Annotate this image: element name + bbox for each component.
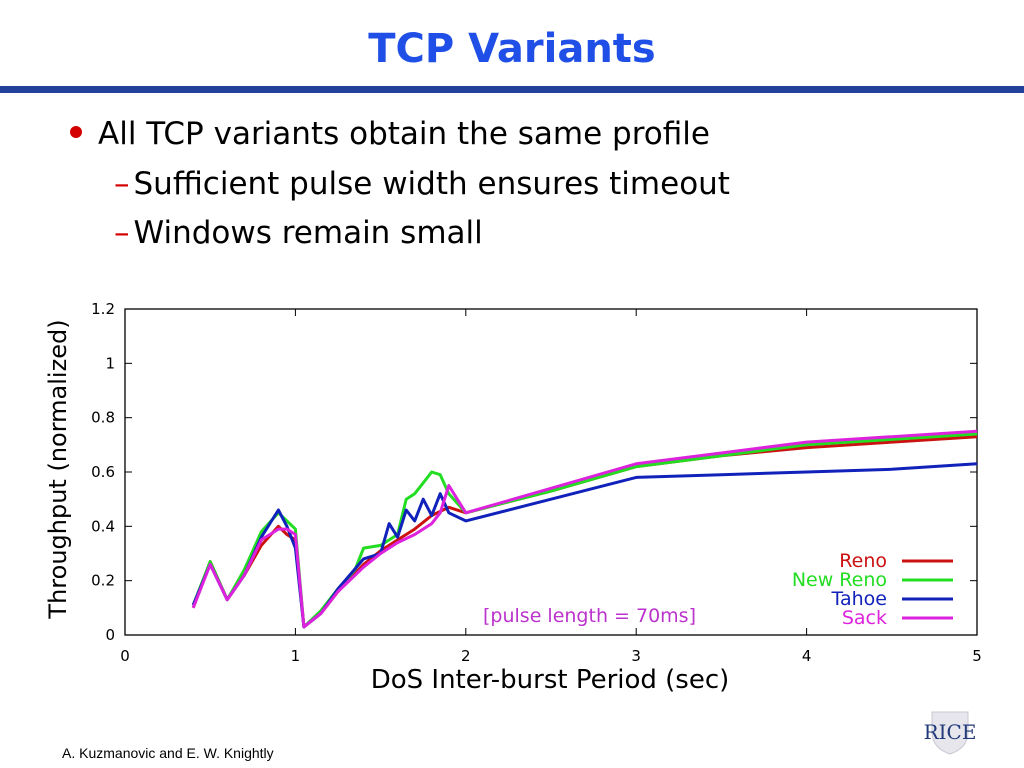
bullet-dot-icon [70, 125, 82, 138]
x-axis-label: DoS Inter-burst Period (sec) [371, 665, 730, 695]
legend-label: New Reno [792, 569, 887, 591]
x-tick-label: 4 [802, 647, 812, 665]
x-tick-label: 0 [120, 647, 130, 665]
title-rule [0, 86, 1024, 93]
x-tick-label: 5 [972, 647, 982, 665]
y-tick-label: 0.8 [91, 409, 115, 427]
y-tick-label: 0 [105, 626, 115, 644]
pulse-length-annotation: [pulse length = 70ms] [483, 605, 696, 627]
x-tick-label: 2 [461, 647, 471, 665]
legend-label: Reno [839, 550, 887, 572]
y-tick-label: 1 [105, 354, 115, 372]
y-axis-label: Throughput (normalized) [44, 319, 72, 619]
dash-icon: – [114, 215, 130, 251]
bullet-text: All TCP variants obtain the same profile [98, 116, 710, 152]
bullet-level2: – Sufficient pulse width ensures timeout [114, 166, 730, 202]
rice-logo-text: RICE [924, 720, 977, 744]
series-line-tahoe [191, 462, 978, 629]
y-tick-label: 1.2 [91, 300, 115, 318]
bullet-level1: All TCP variants obtain the same profile [70, 116, 710, 152]
series-line-sack [191, 429, 978, 629]
legend-label: Sack [842, 607, 887, 629]
rice-logo: RICE [924, 711, 977, 755]
dash-icon: – [114, 166, 130, 202]
throughput-chart: Throughput (normalized) DoS Inter-burst … [44, 300, 982, 695]
footer-credit: A. Kuzmanovic and E. W. Knightly [62, 745, 274, 761]
bullet-text: Sufficient pulse width ensures timeout [133, 166, 730, 202]
slide-title: TCP Variants [368, 26, 656, 72]
x-tick-label: 3 [631, 647, 641, 665]
bullet-level2: – Windows remain small [114, 215, 483, 251]
legend-label: Tahoe [831, 588, 887, 610]
y-tick-label: 0.2 [91, 572, 115, 590]
y-tick-label: 0.6 [91, 463, 115, 481]
x-tick-label: 1 [291, 647, 301, 665]
bullet-text: Windows remain small [133, 215, 483, 251]
y-tick-label: 0.4 [91, 517, 115, 535]
